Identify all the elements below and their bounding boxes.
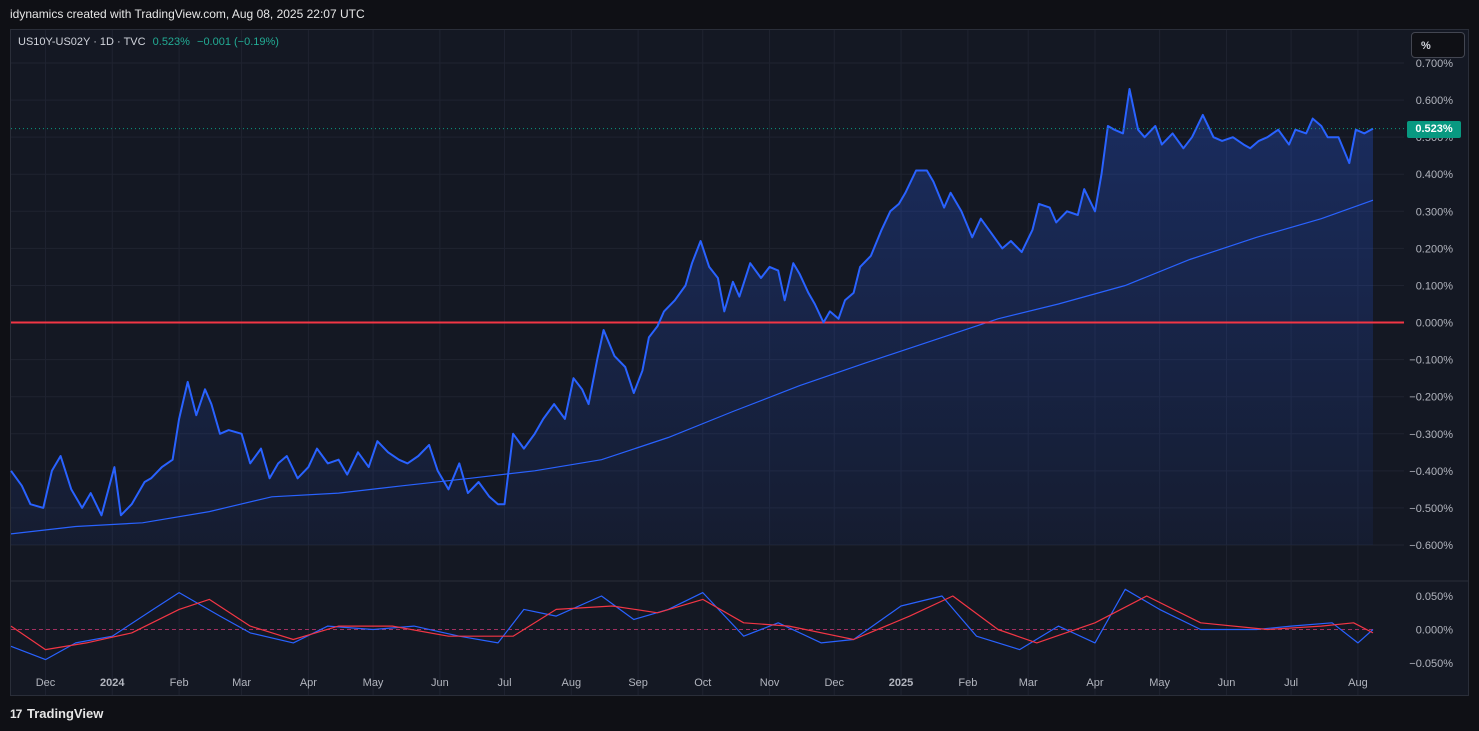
- x-tick-label: Mar: [1019, 677, 1038, 689]
- x-tick-label: Jun: [431, 677, 449, 689]
- y-tick-label: 0.000%: [1416, 318, 1454, 330]
- footer: 17 TradingView: [0, 699, 1479, 731]
- osc-y-tick-label: 0.000%: [1416, 625, 1454, 637]
- y-tick-label: −0.200%: [1409, 392, 1453, 404]
- y-tick-label: −0.400%: [1409, 466, 1453, 478]
- price-area-fill: [11, 89, 1373, 545]
- x-tick-label: Nov: [760, 677, 780, 689]
- top-bar: idynamics created with TradingView.com, …: [0, 0, 1479, 28]
- y-tick-label: 0.400%: [1416, 169, 1454, 181]
- x-tick-label: Sep: [628, 677, 648, 689]
- x-tick-label: May: [1149, 677, 1170, 689]
- oscillator-pane: [10, 588, 1374, 661]
- moving-average-line: [10, 199, 1374, 535]
- credit-text: idynamics created with TradingView.com, …: [10, 7, 365, 21]
- tv-logo-icon: 17: [10, 707, 22, 721]
- change-value: −0.001 (−0.19%): [197, 36, 279, 48]
- x-tick-label: Aug: [1348, 677, 1368, 689]
- x-tick-label: Jun: [1218, 677, 1236, 689]
- x-tick-label: Aug: [562, 677, 582, 689]
- x-tick-label: Feb: [170, 677, 189, 689]
- oscillator-main-line: [10, 588, 1374, 661]
- x-tick-label: Apr: [1086, 677, 1103, 689]
- axes: 0.700%0.600%0.500%0.400%0.300%0.200%0.10…: [36, 58, 1454, 689]
- last-value: 0.523%: [152, 36, 190, 48]
- oscillator-signal-line: [10, 595, 1374, 651]
- symbol-label: US10Y-US02Y · 1D · TVC: [18, 36, 146, 48]
- percent-scale-button[interactable]: %: [1411, 32, 1465, 58]
- osc-y-tick-label: 0.050%: [1416, 591, 1454, 603]
- y-tick-label: −0.100%: [1409, 355, 1453, 367]
- x-tick-label: Dec: [36, 677, 56, 689]
- y-tick-label: 0.200%: [1416, 243, 1454, 255]
- x-tick-label: Jul: [1284, 677, 1298, 689]
- last-price-tag: 0.523%: [1407, 121, 1461, 138]
- x-tick-label: 2025: [889, 677, 913, 689]
- main-pane: [10, 88, 1404, 545]
- x-tick-label: 2024: [100, 677, 125, 689]
- x-tick-label: Jul: [497, 677, 511, 689]
- osc-y-tick-label: −0.050%: [1409, 658, 1453, 670]
- y-tick-label: −0.600%: [1409, 540, 1453, 552]
- x-tick-label: May: [363, 677, 384, 689]
- y-tick-label: 0.100%: [1416, 280, 1454, 292]
- y-tick-label: 0.700%: [1416, 58, 1454, 70]
- y-tick-label: 0.300%: [1416, 206, 1454, 218]
- price-line: [10, 88, 1374, 517]
- x-tick-label: Oct: [694, 677, 711, 689]
- x-tick-label: Mar: [232, 677, 251, 689]
- tradingview-logo[interactable]: 17 TradingView: [10, 706, 103, 721]
- x-tick-label: Apr: [300, 677, 317, 689]
- chart-legend: US10Y-US02Y · 1D · TVC 0.523% −0.001 (−0…: [18, 36, 279, 48]
- y-tick-label: −0.300%: [1409, 429, 1453, 441]
- x-tick-label: Dec: [824, 677, 844, 689]
- y-tick-label: −0.500%: [1409, 503, 1453, 515]
- logo-text: TradingView: [26, 706, 104, 721]
- y-tick-label: 0.600%: [1416, 95, 1454, 107]
- chart-canvas[interactable]: 0.700%0.600%0.500%0.400%0.300%0.200%0.10…: [0, 0, 1479, 699]
- x-tick-label: Feb: [958, 677, 977, 689]
